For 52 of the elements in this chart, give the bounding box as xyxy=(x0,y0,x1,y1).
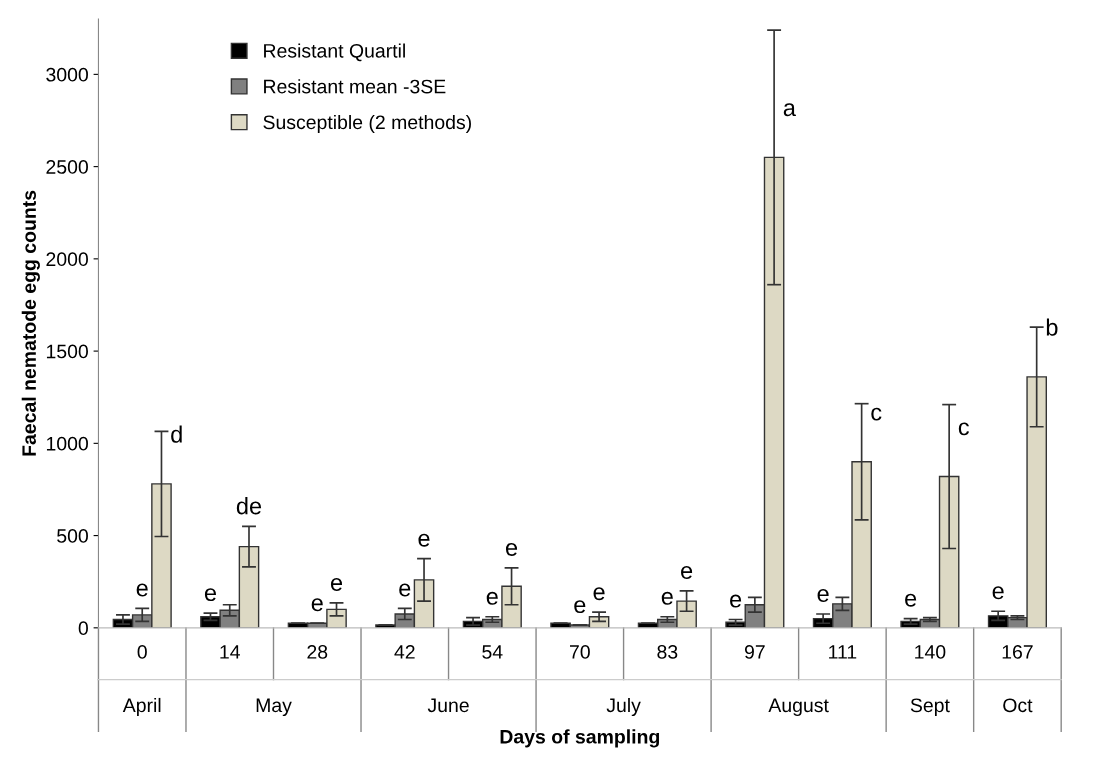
x-tick-label: 83 xyxy=(657,645,678,659)
text: April xyxy=(122,697,161,717)
text: August xyxy=(768,698,829,717)
x-tick-label: 28 xyxy=(307,645,328,659)
x-tick-label: 70 xyxy=(570,645,590,659)
x-tick-label: 167 xyxy=(1002,645,1033,659)
annotation: e xyxy=(486,591,498,605)
annotation: e xyxy=(992,586,1004,600)
annotation: e xyxy=(204,588,216,602)
x-tick-label: 111 xyxy=(829,645,857,659)
annotation: e xyxy=(505,542,518,556)
text: July xyxy=(606,697,641,717)
legend-label: Resistant Quartil xyxy=(264,43,405,62)
x-axis-title: Days of sampling xyxy=(500,729,660,748)
y-tick-label: 500 xyxy=(57,529,88,543)
annotation: c xyxy=(871,407,882,421)
x-tick-label: 97 xyxy=(744,645,765,659)
annotation: c xyxy=(958,422,969,436)
annotation: a xyxy=(783,103,796,117)
y-axis-title: Faecal nematode egg counts xyxy=(21,190,40,456)
annotation: e xyxy=(593,587,605,601)
text: Oct xyxy=(1003,698,1033,713)
x-tick-label: 140 xyxy=(915,645,946,659)
text: Sept xyxy=(910,698,950,717)
annotation: e xyxy=(311,598,323,612)
annotation: d xyxy=(171,425,182,443)
x-tick-label: 42 xyxy=(394,645,415,659)
text: May xyxy=(256,698,292,717)
annotation: e xyxy=(730,594,742,608)
annotation: e xyxy=(905,593,917,607)
annotation: e xyxy=(418,533,430,547)
y-tick-label: 3000 xyxy=(46,67,88,82)
x-tick-label: 0 xyxy=(137,645,147,659)
y-tick-label: 1500 xyxy=(46,344,88,359)
annotation: e xyxy=(681,566,693,579)
annotation: e xyxy=(661,591,673,605)
text: June xyxy=(427,698,469,713)
annotation: e xyxy=(330,578,343,591)
legend-label: Susceptible (2 methods) xyxy=(263,114,471,134)
annotation: e xyxy=(399,583,411,597)
annotation: de xyxy=(236,497,262,515)
x-tick-label: 14 xyxy=(220,645,240,659)
annotation: e xyxy=(574,600,586,614)
x-tick-label: 54 xyxy=(482,645,503,659)
annotation: b xyxy=(1046,318,1058,336)
y-tick-label: 2000 xyxy=(46,252,88,267)
y-tick-label: 2500 xyxy=(46,160,88,174)
annotation: e xyxy=(817,589,829,603)
annotation: e xyxy=(136,583,148,597)
y-tick-label: 0 xyxy=(78,621,88,636)
legend-label: Resistant mean -3SE xyxy=(264,79,446,94)
y-tick-label: 1000 xyxy=(46,436,88,451)
